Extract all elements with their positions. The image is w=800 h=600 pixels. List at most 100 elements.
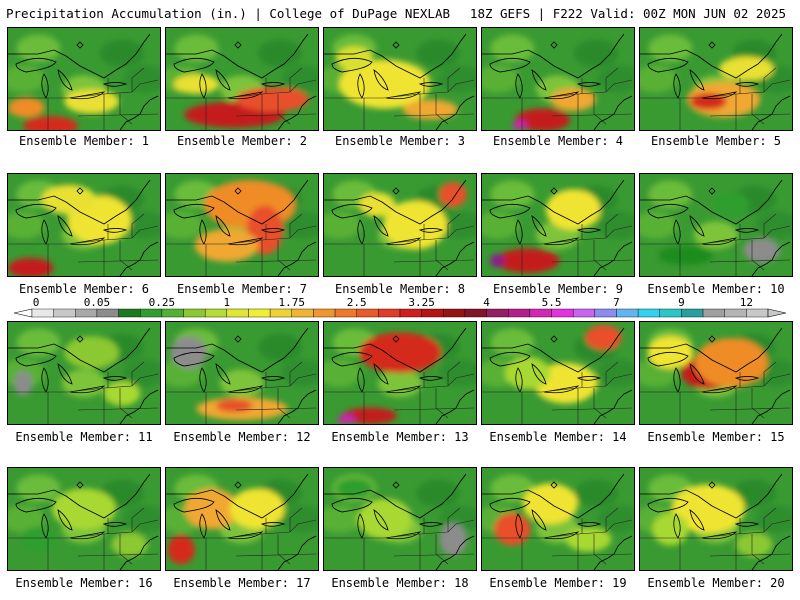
member-map-3 [323,27,477,131]
colorbar-swatch [551,308,574,318]
precip-texture [490,180,535,209]
member-caption: Ensemble Member: 19 [489,576,627,590]
lake-outline [227,91,264,100]
member-map-17 [165,467,319,571]
precip-texture [324,505,362,533]
lake-outline [489,58,531,73]
state-border [709,259,791,263]
precip-map-svg [8,174,160,276]
colorbar-swatch [248,308,271,318]
precip-area [712,192,750,217]
lake-outline [102,522,128,527]
station-marker-icon [550,335,558,343]
member-caption: Ensemble Member: 7 [176,282,308,296]
lake-outline [689,363,705,385]
station-marker-icon [392,41,400,49]
lake-outline [331,204,373,219]
lake-outline [701,237,738,246]
model-run-title: 18Z GEFS | F222 Valid: 00Z MON JUN 02 20… [469,6,786,21]
member-caption: Ensemble Member: 16 [15,576,153,590]
member-caption: Ensemble Member: 13 [331,430,469,444]
colorbar-tick-label: 0.25 [149,296,176,309]
state-border [393,553,475,557]
member-map-9 [481,173,635,277]
precip-area [658,245,713,266]
member-caption: Ensemble Member: 5 [650,134,782,148]
member-caption: Ensemble Member: 4 [492,134,624,148]
precip-map-svg [640,322,792,424]
state-border [577,519,633,535]
precip-area [512,120,528,130]
lake-outline [489,352,531,367]
lake-outline [701,385,738,394]
member-map-10 [639,173,793,277]
coastline [751,241,791,276]
country-border [640,327,783,373]
precip-area [111,532,148,557]
colorbar-swatch [594,308,617,318]
station-marker-icon [234,481,242,489]
lake-outline [576,82,602,87]
state-border [605,67,619,92]
precip-area [235,87,309,112]
coastline [593,389,633,424]
precip-map-svg [482,322,634,424]
colorbar-swatch [75,308,98,318]
country-border [482,473,625,519]
precip-map-svg [324,174,476,276]
station-marker-icon [708,335,716,343]
lake-outline [489,204,531,219]
state-border [419,79,475,95]
precip-area [52,488,116,530]
state-border [289,361,303,386]
state-border [551,259,633,263]
precip-area [545,189,601,231]
lake-outline [734,376,760,381]
state-border [763,67,777,92]
precip-texture [8,211,46,239]
lake-outline [15,352,57,367]
lake-outline [260,522,286,527]
precip-texture [732,479,776,508]
precip-texture [694,221,738,250]
state-border [289,507,303,532]
precip-area [336,478,373,499]
state-border [735,79,791,95]
state-border [235,553,317,557]
station-marker-icon [550,481,558,489]
lake-outline [531,509,547,531]
precip-area [358,332,442,373]
precip-texture [324,211,362,239]
lake-outline [647,498,689,513]
state-border [261,225,317,241]
colorbar-swatch [572,308,596,318]
coastline [751,95,791,130]
precip-map-svg [482,468,634,570]
colorbar-swatch [161,308,184,318]
precip-texture [482,211,520,239]
colorbar-tick-label: 3.25 [408,296,435,309]
state-border [447,507,461,532]
precip-area [439,523,467,556]
lake-outline [373,363,389,385]
precip-area [20,527,57,552]
station-marker-icon [708,481,716,489]
precip-map-svg [482,28,634,130]
lake-outline [331,352,373,367]
member-map-12 [165,321,319,425]
state-border [577,225,633,241]
colorbar-swatch [356,308,379,318]
precip-area [565,527,612,552]
country-border [324,33,467,79]
member-map-16 [7,467,161,571]
precip-map-svg [324,28,476,130]
colorbar-left-arrow [13,308,33,318]
member-caption: Ensemble Member: 9 [492,282,624,296]
state-border [447,361,461,386]
colorbar-tick-label: 5.5 [542,296,562,309]
country-border [8,33,151,79]
precip-map-svg [324,322,476,424]
country-border [166,33,309,79]
state-border [605,213,619,238]
product-title: Precipitation Accumulation (in.) | Colle… [6,6,451,21]
